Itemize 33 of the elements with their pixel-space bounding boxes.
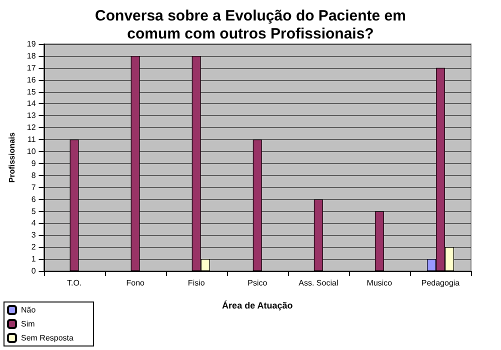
y-tick-label: 5 — [31, 206, 36, 216]
y-tick-label: 11 — [27, 135, 36, 144]
x-tick-label: T.O. — [66, 278, 82, 288]
x-tick-label: Pedagogia — [421, 278, 460, 288]
y-tick-label: 2 — [31, 242, 36, 252]
legend-label: Sim — [21, 320, 36, 328]
y-tick-label: 10 — [26, 147, 36, 156]
y-tick-label: 14 — [26, 99, 36, 108]
y-tick-label: 18 — [26, 51, 36, 60]
y-tick-label: 0 — [31, 266, 36, 276]
y-tick-label: 13 — [26, 111, 36, 120]
y-tick-label: 3 — [31, 230, 36, 240]
y-tick-label: 19 — [26, 40, 36, 48]
legend-label: Sem Resposta — [21, 334, 74, 342]
x-tick-label: Ass. Social — [298, 278, 338, 288]
legend-label: Não — [21, 306, 36, 314]
x-axis-title: Área de Atuação — [222, 300, 294, 310]
y-axis-title: Profissionais — [8, 132, 16, 183]
x-tick-label: Fono — [126, 278, 146, 288]
y-tick-label: 7 — [31, 182, 36, 192]
y-tick-label: 17 — [26, 63, 36, 72]
y-tick-label: 6 — [31, 194, 36, 204]
y-tick-label: 16 — [26, 75, 36, 84]
x-tick-label: Psico — [248, 278, 268, 288]
chart-title: Conversa sobre a Evolução do Paciente em comum com outros Profissionais? — [95, 8, 406, 42]
y-tick-label: 12 — [26, 123, 36, 132]
y-tick-label: 15 — [26, 87, 36, 96]
y-tick-label: 1 — [31, 254, 36, 264]
y-tick-label: 9 — [31, 158, 36, 168]
y-tick-label: 4 — [31, 218, 36, 228]
y-tick-label: 8 — [31, 170, 36, 180]
x-tick-label: Fisio — [188, 278, 206, 288]
x-tick-label: Musico — [366, 278, 393, 288]
